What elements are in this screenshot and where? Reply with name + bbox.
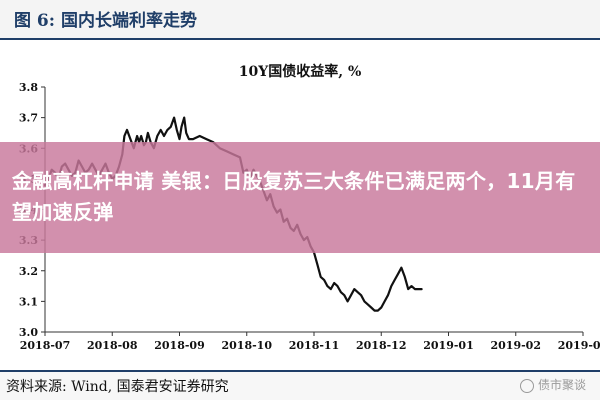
x-tick-label: 2018-07: [20, 339, 71, 352]
footer: [0, 372, 600, 400]
figure-header: 图 6: 国内长端利率走势: [0, 0, 600, 38]
headline-text[interactable]: 金融高杠杆申请 美银：日股复苏三大条件已满足两个，11月有望加速反弹: [12, 169, 576, 224]
wechat-logo-icon: [519, 378, 534, 393]
x-tick-label: 2019-02: [491, 339, 542, 352]
footer-rule: [0, 370, 600, 372]
chart-title: 10Y国债收益率, %: [239, 63, 362, 80]
x-tick-label: 2018-11: [289, 339, 340, 352]
y-tick-label: 3.0: [19, 326, 38, 339]
headline-banner[interactable]: 金融高杠杆申请 美银：日股复苏三大条件已满足两个，11月有望加速反弹: [0, 142, 600, 253]
x-tick-label: 2019-03: [558, 339, 600, 352]
source-note: 资料来源: Wind, 国泰君安证券研究: [6, 379, 229, 395]
y-tick-label: 3.1: [19, 295, 38, 308]
y-tick-label: 3.2: [19, 265, 38, 278]
x-tick-label: 2018-12: [356, 339, 407, 352]
figure-title: 图 6: 国内长端利率走势: [14, 11, 197, 31]
x-tick-label: 2018-10: [222, 339, 273, 352]
y-tick-label: 3.7: [19, 112, 38, 125]
x-tick-label: 2018-08: [87, 339, 138, 352]
x-tick-label: 2018-09: [154, 339, 205, 352]
x-tick-label: 2019-01: [423, 339, 474, 352]
y-tick-label: 3.8: [19, 81, 38, 94]
header-rule: [0, 38, 600, 40]
watermark-text: 债市聚谈: [537, 378, 586, 392]
watermark: 债市聚谈: [519, 376, 586, 393]
